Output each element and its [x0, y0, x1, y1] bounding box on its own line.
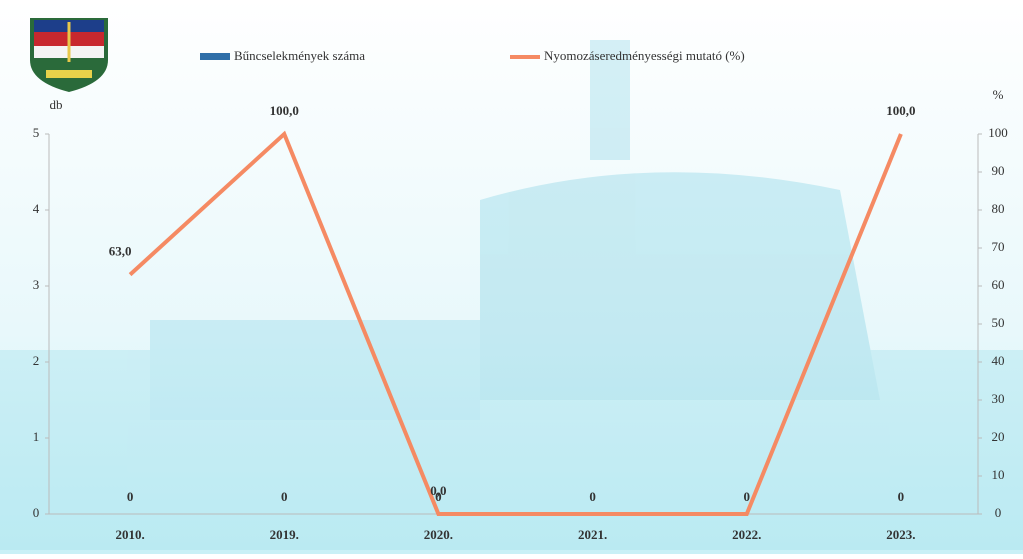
legend-swatch [200, 53, 230, 60]
y-tick-label: 0 [33, 505, 40, 520]
line-value-label: 100,0 [270, 103, 299, 118]
bar-value-label: 0 [744, 489, 751, 504]
bar-value-label: 0 [127, 489, 134, 504]
y2-tick-label: 80 [992, 201, 1005, 216]
line-value-label: 0,0 [430, 483, 446, 498]
bar-value-label: 0 [281, 489, 288, 504]
y-tick-label: 3 [33, 277, 40, 292]
y2-tick-label: 10 [992, 467, 1005, 482]
y2-tick-label: 100 [988, 125, 1008, 140]
bar-value-label: 0 [589, 489, 596, 504]
y-tick-label: 2 [33, 353, 40, 368]
line [128, 130, 903, 516]
x-tick-label: 2019. [270, 527, 299, 542]
bar-value-label: 0 [435, 489, 442, 504]
logo [30, 18, 108, 92]
y2-tick-label: 90 [992, 163, 1005, 178]
y-tick-label: 1 [33, 429, 40, 444]
line-value-label: 63,0 [109, 244, 132, 259]
y2-tick-label: 20 [992, 429, 1005, 444]
y2-axis-unit: % [993, 87, 1004, 102]
y2-tick-label: 50 [992, 315, 1005, 330]
x-tick-label: 2022. [732, 527, 761, 542]
y2-tick-label: 0 [995, 505, 1002, 520]
x-tick-label: 2023. [886, 527, 915, 542]
legend-label: Bűncselekmények száma [234, 48, 365, 63]
y2-tick-label: 70 [992, 239, 1005, 254]
y-tick-label: 4 [33, 201, 40, 216]
y-tick-label: 5 [33, 125, 40, 140]
y2-tick-label: 30 [992, 391, 1005, 406]
line-value-label: 100,0 [886, 103, 915, 118]
legend-label: Nyomozáseredményességi mutató (%) [544, 48, 745, 63]
y2-tick-label: 60 [992, 277, 1005, 292]
y2-tick-label: 40 [992, 353, 1005, 368]
x-tick-label: 2010. [115, 527, 144, 542]
x-tick-label: 2020. [424, 527, 453, 542]
bar-value-label: 0 [898, 489, 905, 504]
y-axis-unit: db [50, 97, 63, 112]
x-tick-label: 2021. [578, 527, 607, 542]
background-building [0, 40, 1023, 550]
